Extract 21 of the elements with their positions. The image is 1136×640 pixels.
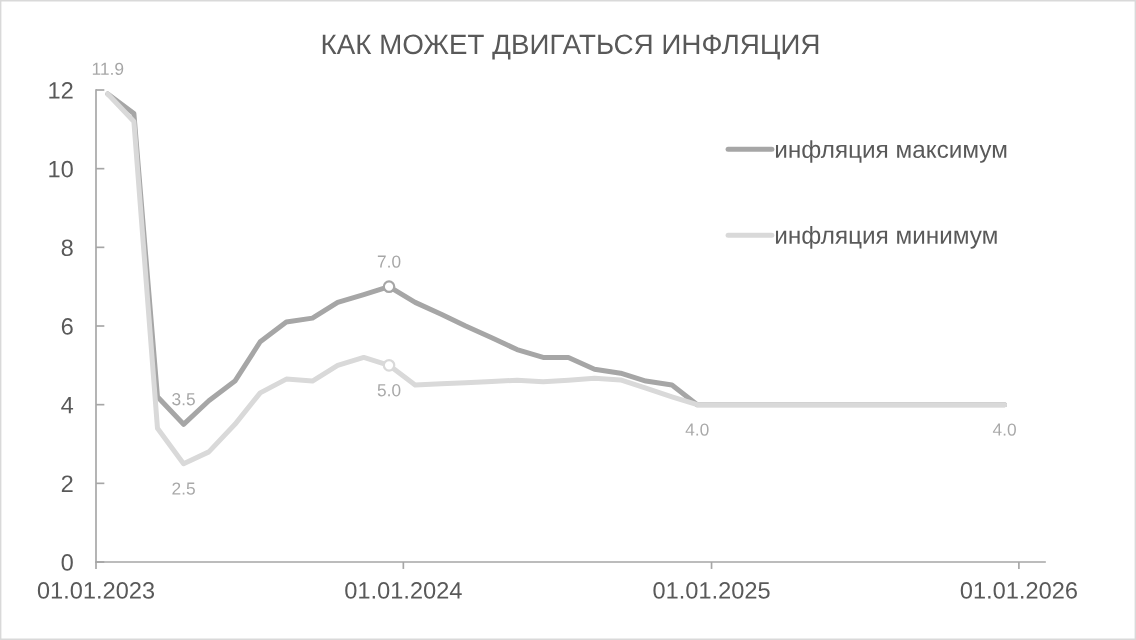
y-tick-label: 2	[61, 475, 73, 492]
x-tick-label: 01.01.2025	[653, 582, 770, 599]
y-tick-label: 10	[49, 160, 73, 178]
x-tick-label: 01.01.2026	[960, 582, 1077, 599]
data-label: 3.5	[172, 393, 195, 406]
data-label: 2.5	[172, 482, 195, 495]
y-tick-label: 6	[61, 318, 73, 335]
chart-title: КАК МОЖЕТ ДВИГАТЬСЯ ИНФЛЯЦИЯ	[322, 34, 819, 60]
y-tick-label: 12	[49, 82, 73, 99]
data-label: 5.0	[377, 384, 401, 397]
x-tick-label: 01.01.2024	[345, 582, 462, 599]
data-label: 11.9	[92, 62, 124, 75]
data-label: 4.0	[685, 423, 709, 436]
legend-label: инфляция максимум	[775, 140, 1007, 163]
y-tick-label: 4	[61, 396, 74, 414]
data-label: 7.0	[377, 255, 401, 268]
x-tick-label: 01.01.2023	[37, 582, 155, 599]
y-tick-label: 8	[61, 239, 73, 257]
legend-label: инфляция минимум	[775, 226, 997, 249]
y-tick-label: 0	[61, 554, 73, 571]
data-label: 4.0	[992, 423, 1016, 436]
